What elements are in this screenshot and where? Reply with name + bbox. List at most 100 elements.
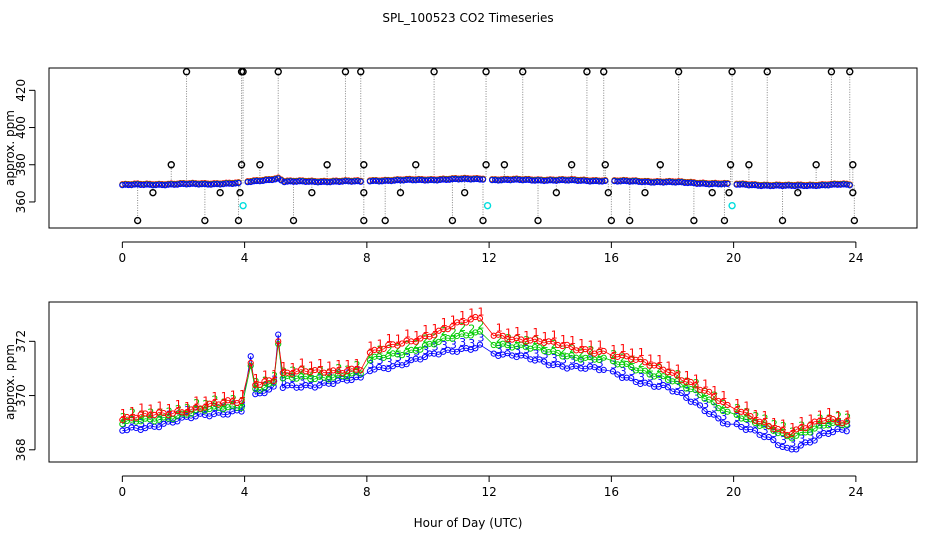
- series-1-point: [816, 418, 823, 425]
- y-tick-label: 400: [14, 116, 28, 139]
- series-1-label: 1: [289, 361, 296, 374]
- outlier-point: [133, 216, 142, 225]
- x-tick-label: 24: [848, 485, 863, 499]
- series-3-point: [583, 177, 591, 185]
- series-2-point: [430, 341, 438, 348]
- series-3-point: [596, 366, 603, 374]
- series-1-label: 1: [743, 399, 750, 412]
- series-2-label: 2: [569, 342, 576, 355]
- series-3-point: [158, 181, 166, 189]
- series-3-point: [646, 380, 653, 387]
- series-3-point: [293, 384, 300, 391]
- series-3-point: [504, 176, 511, 184]
- series-2-point: [476, 328, 484, 335]
- series-2-point: [339, 373, 346, 380]
- series-3-point: [611, 178, 618, 185]
- series-3-point: [617, 178, 624, 185]
- outlier-point: [720, 216, 729, 225]
- series-3-point: [155, 424, 163, 431]
- series-3-point: [773, 182, 780, 189]
- series-3-point: [430, 177, 438, 184]
- series-1-point: [440, 325, 447, 332]
- series-3-point: [186, 181, 193, 188]
- series-3-point: [476, 176, 484, 183]
- series-2-label: 2: [597, 347, 604, 360]
- series-3-point: [440, 176, 447, 183]
- series-1-label: 1: [734, 397, 741, 410]
- series-2-point: [600, 354, 607, 361]
- series-3-point: [623, 178, 630, 185]
- series-1-point: [696, 386, 704, 393]
- series-1-point: [797, 424, 804, 431]
- series-3-point: [369, 177, 377, 185]
- series-3-point: [701, 407, 708, 415]
- outlier-point: [728, 68, 736, 76]
- x-tick-label: 20: [726, 251, 741, 265]
- outlier-point: [479, 216, 487, 225]
- series-3-point: [406, 176, 413, 183]
- series-3-point: [119, 427, 126, 434]
- series-3-point: [522, 352, 529, 359]
- series-3-point: [724, 421, 731, 428]
- series-3-point: [813, 182, 820, 190]
- series-3-point: [452, 175, 459, 183]
- series-3-point: [629, 178, 636, 185]
- series-2-point: [385, 352, 392, 360]
- series-3-point: [232, 180, 239, 187]
- series-3-point: [317, 178, 325, 186]
- cyan-point: [239, 201, 247, 210]
- x-tick-label: 20: [726, 485, 741, 499]
- series-3-point: [470, 176, 477, 183]
- series-1-point: [220, 399, 227, 406]
- series-1-point: [719, 398, 727, 405]
- series-3-point: [155, 181, 163, 188]
- series-3-point: [259, 177, 267, 185]
- series-1-point: [646, 362, 653, 369]
- cyan-point: [728, 201, 736, 210]
- series-3-point: [596, 178, 603, 185]
- series-3-point: [446, 176, 453, 183]
- series-1-point: [843, 418, 850, 425]
- series-1-point: [316, 366, 323, 374]
- series-3-point: [345, 178, 352, 185]
- series-1-point: [738, 408, 745, 415]
- series-3-point: [371, 366, 378, 373]
- series-3-point: [412, 177, 419, 184]
- series-3-point: [721, 180, 728, 187]
- series-3-point: [699, 180, 707, 187]
- series-1-label: 1: [367, 340, 374, 353]
- series-3-point: [336, 178, 343, 185]
- series-2-point: [628, 363, 635, 371]
- series-3-point: [573, 362, 580, 370]
- series-3-point: [544, 177, 551, 184]
- series-1-label: 1: [271, 368, 278, 381]
- series-2-label: 2: [129, 407, 136, 420]
- series-3-point: [519, 177, 526, 184]
- series-3-point: [325, 380, 332, 387]
- x-tick-label: 0: [119, 251, 127, 265]
- series-1-point: [806, 422, 814, 429]
- series-1-point: [632, 356, 639, 363]
- series-3-point: [316, 382, 323, 389]
- series-3-label: 3: [638, 371, 645, 384]
- series-3-point: [177, 180, 184, 188]
- series-1-label: 1: [166, 402, 173, 415]
- series-3-point: [339, 178, 346, 185]
- series-1-point: [430, 332, 438, 339]
- series-3-point: [385, 177, 392, 184]
- series-2-point: [426, 340, 433, 347]
- series-1-point: [628, 356, 635, 363]
- series-3-point: [765, 433, 772, 441]
- series-3-point: [192, 181, 199, 188]
- series-3-point: [375, 178, 383, 185]
- series-2-label: 2: [532, 334, 539, 347]
- series-2-label: 2: [459, 321, 466, 334]
- series-3-point: [657, 179, 664, 186]
- series-3-point: [507, 177, 514, 184]
- series-1-label: 1: [450, 313, 457, 326]
- series-1-label: 1: [542, 330, 549, 343]
- series-3-point: [797, 442, 804, 449]
- series-2-point: [435, 338, 442, 345]
- series-3-label: 3: [675, 379, 682, 392]
